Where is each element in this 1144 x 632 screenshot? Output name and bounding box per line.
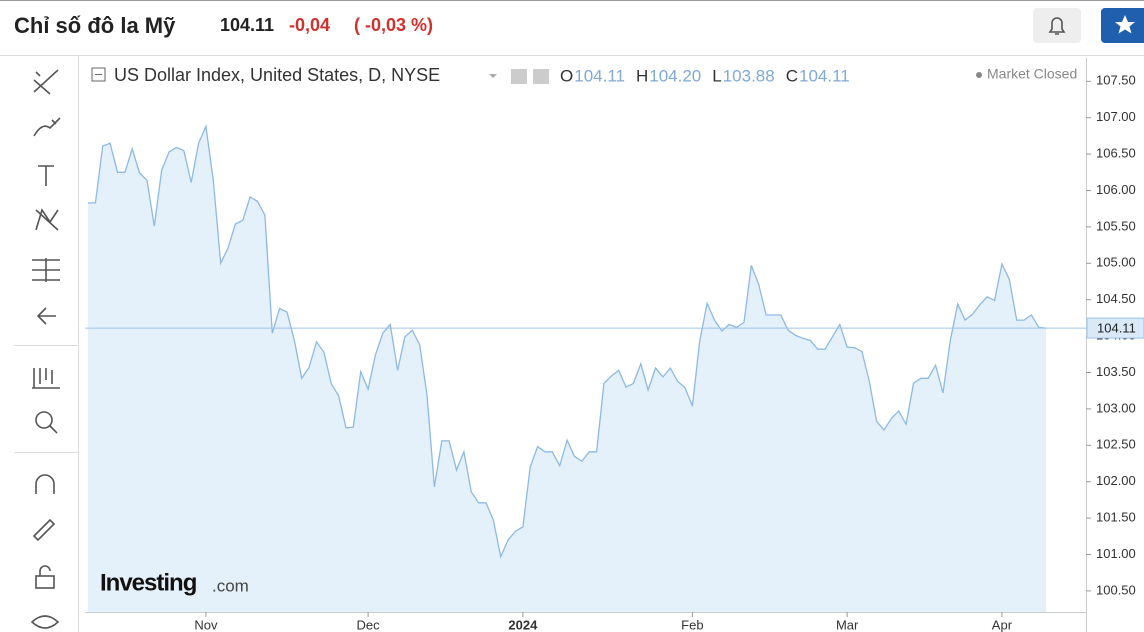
last-price-box [1086, 317, 1144, 339]
y-tick-label: 103.50 [1096, 364, 1136, 379]
toolbar-sep [14, 345, 78, 346]
toolbar-sep [14, 452, 78, 453]
change: -0,04 [289, 15, 330, 35]
fib-tool[interactable] [32, 258, 60, 282]
settings-icon[interactable] [533, 69, 549, 84]
eye-tool[interactable] [30, 615, 60, 629]
change-pct: ( -0,03 %) [354, 15, 433, 35]
brush-tool[interactable] [33, 117, 61, 137]
unlock-tool[interactable] [35, 575, 55, 589]
y-tick-label: 107.50 [1096, 73, 1136, 88]
area-fill [88, 126, 1047, 613]
y-tick-label: 107.00 [1096, 109, 1136, 124]
zoom-tool[interactable] [35, 411, 53, 429]
x-tick-label: Feb [681, 617, 703, 632]
ohlc-key: L [712, 66, 721, 85]
collapse-icon[interactable] [91, 67, 106, 82]
ohlc-legend: O 104.11 H 104.20 L 103.88 C 104.11 [560, 66, 850, 85]
y-tick-label: 102.50 [1096, 437, 1136, 452]
x-axis-line [85, 612, 1086, 613]
magnet-tool[interactable] [35, 474, 55, 494]
ohlc-key: C [786, 66, 798, 85]
unlock-shackle [39, 565, 51, 576]
trend-tool[interactable] [33, 69, 59, 95]
page-title: Chỉ số đô la Mỹ [14, 13, 176, 38]
y-tick-label: 101.50 [1096, 510, 1136, 525]
ohlc-key: O [560, 66, 573, 85]
x-tick-label: Apr [992, 617, 1013, 632]
y-tick-label: 104.50 [1096, 291, 1136, 306]
ohlc-value: 104.20 [649, 66, 701, 85]
y-tick-label: 106.50 [1096, 146, 1136, 161]
ohlc-value: 104.11 [799, 66, 850, 85]
back-tool[interactable] [36, 307, 56, 325]
indicator-tool[interactable] [32, 368, 60, 389]
y-tick-label: 100.50 [1096, 582, 1136, 597]
brand: Investing [100, 569, 197, 596]
y-tick-label: 102.00 [1096, 473, 1136, 488]
y-tick-label: 101.00 [1096, 546, 1136, 561]
price: 104.11 [220, 15, 274, 35]
x-tick-label: Nov [194, 617, 218, 632]
x-tick-label: Mar [836, 617, 859, 632]
y-tick-label: 103.00 [1096, 400, 1136, 415]
caret[interactable] [489, 74, 497, 78]
lock-draw-tool[interactable] [32, 518, 56, 542]
text-tool[interactable] [38, 165, 54, 186]
header-border [0, 55, 1144, 56]
bell-icon [1048, 17, 1066, 35]
settings-icon[interactable] [511, 69, 527, 84]
status-dot [976, 72, 982, 78]
brand-suffix: .com [212, 576, 249, 595]
market-status: Market Closed [987, 66, 1077, 82]
price-line [88, 124, 1047, 559]
plot [88, 124, 1047, 613]
ohlc-value: 103.88 [723, 66, 775, 85]
zoom-handle [49, 425, 58, 434]
ohlc-value: 104.11 [574, 66, 625, 85]
star-icon [1115, 15, 1135, 34]
y-tick-label: 106.00 [1096, 182, 1136, 197]
x-tick-label: 2024 [508, 617, 538, 632]
x-tick-label: Dec [357, 617, 381, 632]
ohlc-key: H [636, 66, 648, 85]
last-price-label: 104.11 [1097, 321, 1136, 336]
toolbar-border [78, 56, 79, 632]
y-tick-label: 105.50 [1096, 218, 1136, 233]
alert-button[interactable] [1033, 8, 1081, 43]
y-axis-line [1086, 58, 1087, 632]
pattern-tool[interactable] [35, 208, 59, 231]
chart-title: US Dollar Index, United States, D, NYSE [114, 65, 440, 85]
y-tick-label: 105.00 [1096, 255, 1136, 270]
toolbar [14, 69, 78, 629]
top-border [0, 0, 1144, 1]
